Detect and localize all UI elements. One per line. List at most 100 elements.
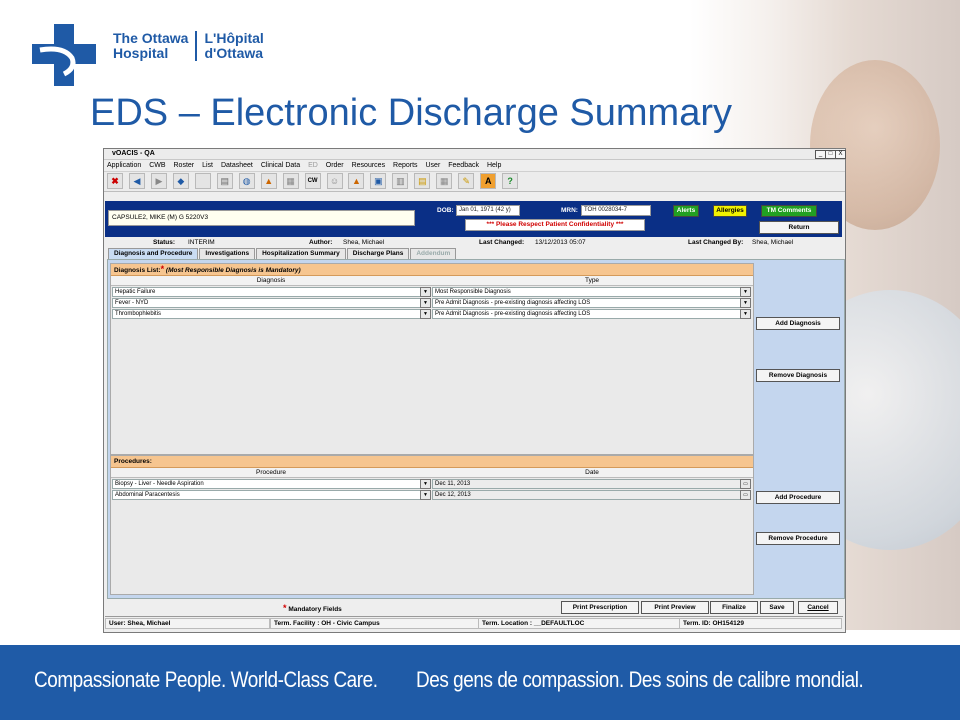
chevron-down-icon[interactable]: ▼	[740, 309, 751, 319]
mrn-label: MRN:	[561, 207, 578, 214]
menu-reports[interactable]: Reports	[393, 162, 418, 169]
return-button[interactable]: Return	[759, 221, 839, 234]
tab-addendum[interactable]: Addendum	[410, 248, 457, 259]
edit-icon[interactable]: ✎	[458, 173, 475, 189]
tab-hospitalization-summary[interactable]: Hospitalization Summary	[256, 248, 346, 259]
mrn-field: TOH 0028034-7	[581, 205, 651, 216]
procedure-row: Abdominal Paracentesis ▼ Dec 12, 2013 ▭	[111, 489, 753, 500]
diagnosis-panel: Diagnosis List:* (Most Responsible Diagn…	[110, 263, 754, 455]
menu-feedback[interactable]: Feedback	[448, 162, 479, 169]
nav-icon[interactable]: ◆	[172, 173, 189, 189]
cancel-button[interactable]: Cancel	[798, 601, 838, 614]
chevron-down-icon[interactable]: ▼	[420, 309, 431, 319]
calendar-icon[interactable]: ▭	[740, 490, 751, 500]
status-user: User: Shea, Michael	[105, 618, 270, 629]
author-label: Author:	[309, 239, 333, 246]
diagnosis-select[interactable]: Fever - NYD	[112, 298, 422, 308]
tab-investigations[interactable]: Investigations	[199, 248, 256, 259]
app-window: vOACIS - QA _ □ X Application CWB Roster…	[103, 148, 846, 633]
tm-comments-button[interactable]: TM Comments	[761, 205, 817, 217]
chevron-down-icon[interactable]: ▼	[420, 490, 431, 500]
type-select[interactable]: Pre Admit Diagnosis - pre-existing diagn…	[432, 309, 741, 319]
menu-clinical-data[interactable]: Clinical Data	[260, 162, 301, 169]
type-select[interactable]: Pre Admit Diagnosis - pre-existing diagn…	[432, 298, 741, 308]
chevron-down-icon[interactable]: ▼	[740, 287, 751, 297]
menu-application[interactable]: Application	[107, 162, 142, 169]
diagnosis-header-note: (Most Responsible Diagnosis is Mandatory…	[165, 267, 301, 274]
content-area: Diagnosis List:* (Most Responsible Diagn…	[107, 259, 845, 599]
tab-diagnosis-and-procedure[interactable]: Diagnosis and Procedure	[108, 248, 199, 259]
chevron-down-icon[interactable]: ▼	[420, 298, 431, 308]
menu-datasheet[interactable]: Datasheet	[220, 162, 253, 169]
diagnosis-row: Hepatic Failure ▼ Most Responsible Diagn…	[111, 286, 753, 297]
remove-diagnosis-button[interactable]: Remove Diagnosis	[756, 369, 840, 382]
menu-ed[interactable]: ED	[308, 162, 318, 169]
logo-separator	[195, 31, 198, 61]
calendar-icon[interactable]: ▭	[740, 479, 751, 489]
hospital-logo-text: The Ottawa Hospital L'Hôpital d'Ottawa	[113, 31, 264, 61]
procedure-select[interactable]: Abdominal Paracentesis	[112, 490, 422, 500]
tab-discharge-plans[interactable]: Discharge Plans	[346, 248, 410, 259]
document-icon[interactable]: ▤	[216, 173, 233, 189]
menu-cwb[interactable]: CWB	[149, 162, 166, 169]
print-preview-button[interactable]: Print Preview	[641, 601, 709, 614]
mandatory-star-icon: *	[160, 264, 165, 274]
add-diagnosis-button[interactable]: Add Diagnosis	[756, 317, 840, 330]
window-title: vOACIS - QA	[112, 150, 155, 157]
last-changed-by-label: Last Changed By:	[688, 239, 744, 246]
chevron-down-icon[interactable]: ▼	[420, 287, 431, 297]
alert-icon[interactable]: ▲	[260, 173, 277, 189]
logo-fr-line1: L'Hôpital	[204, 30, 264, 46]
allergies-button[interactable]: Allergies	[713, 205, 747, 217]
table-icon[interactable]: ▦	[436, 173, 453, 189]
confidentiality-notice: *** Please Respect Patient Confidentiali…	[465, 219, 645, 231]
cw-icon[interactable]: CW	[304, 173, 321, 189]
help-icon[interactable]: ?	[502, 173, 519, 189]
notes-icon[interactable]: ▤	[414, 173, 431, 189]
diagnosis-select[interactable]: Thrombophlebitis	[112, 309, 422, 319]
col-procedure: Procedure	[256, 469, 286, 476]
alerts-button[interactable]: Alerts	[673, 205, 699, 217]
print-prescription-button[interactable]: Print Prescription	[561, 601, 639, 614]
add-procedure-button[interactable]: Add Procedure	[756, 491, 840, 504]
hospital-logo-icon	[32, 24, 96, 86]
chevron-down-icon[interactable]: ▼	[420, 479, 431, 489]
status-value: INTERIM	[188, 239, 215, 246]
person-icon[interactable]: ☺	[326, 173, 343, 189]
menu-roster[interactable]: Roster	[173, 162, 195, 169]
procedure-select[interactable]: Biopsy - Liver - Needle Aspiration	[112, 479, 422, 489]
mandatory-note: * Mandatory Fields	[283, 603, 342, 613]
menu-list[interactable]: List	[202, 162, 213, 169]
image-icon[interactable]: ▦	[282, 173, 299, 189]
diagnosis-select[interactable]: Hepatic Failure	[112, 287, 422, 297]
cart-icon[interactable]: ▥	[392, 173, 409, 189]
warning-icon[interactable]: ▲	[348, 173, 365, 189]
globe-icon[interactable]: ◍	[238, 173, 255, 189]
dob-field: Jan 01, 1971 (42 y)	[456, 205, 520, 216]
logo-en-line2: Hospital	[113, 45, 169, 61]
remove-procedure-button[interactable]: Remove Procedure	[756, 532, 840, 545]
close-icon[interactable]: ✖	[107, 173, 123, 189]
menu-resources[interactable]: Resources	[351, 162, 386, 169]
finalize-button[interactable]: Finalize	[710, 601, 758, 614]
menu-order[interactable]: Order	[325, 162, 344, 169]
chevron-down-icon[interactable]: ▼	[740, 298, 751, 308]
procedures-column-header: Procedure Date	[111, 468, 753, 478]
print-icon[interactable]: ▣	[370, 173, 387, 189]
procedure-date[interactable]: Dec 11, 2013	[432, 479, 741, 489]
close-window-button[interactable]: X	[835, 150, 846, 159]
tab-bar: Diagnosis and Procedure Investigations Hos…	[108, 248, 457, 259]
menu-user[interactable]: User	[425, 162, 441, 169]
type-select[interactable]: Most Responsible Diagnosis	[432, 287, 741, 297]
diagnosis-header: Diagnosis List:* (Most Responsible Diagn…	[111, 264, 753, 276]
status-location: Term. Location : __DEFAULTLOC	[478, 618, 681, 629]
blank-icon[interactable]	[194, 173, 211, 189]
menu-help[interactable]: Help	[486, 162, 502, 169]
banner-french: Des gens de compassion. Des soins de cal…	[416, 667, 864, 692]
back-icon[interactable]: ◀	[128, 173, 145, 189]
save-button[interactable]: Save	[760, 601, 794, 614]
diagnosis-column-header: Diagnosis Type	[111, 276, 753, 286]
a-icon[interactable]: A	[480, 173, 497, 189]
forward-icon[interactable]: ▶	[150, 173, 167, 189]
procedure-date[interactable]: Dec 12, 2013	[432, 490, 741, 500]
